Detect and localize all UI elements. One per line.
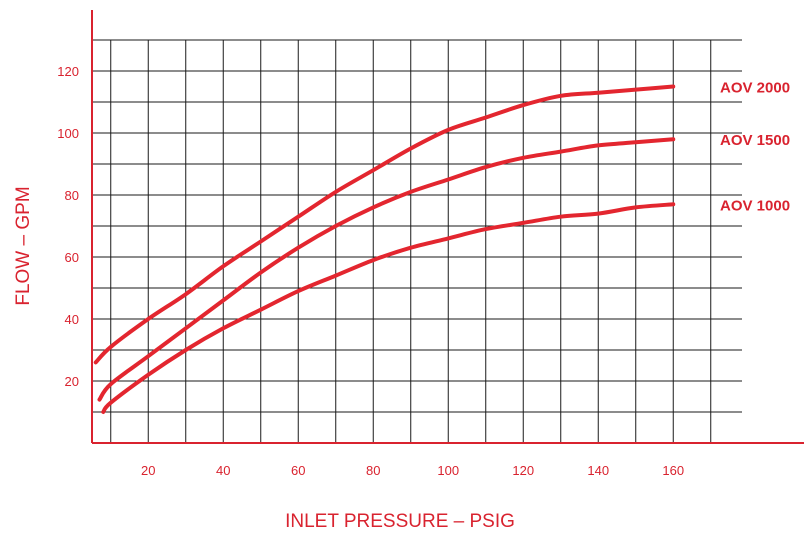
x-axis-title: INLET PRESSURE – PSIG	[285, 511, 515, 532]
x-tick-label: 20	[141, 463, 155, 478]
x-tick-label: 120	[512, 463, 534, 478]
series-label-aov-1500: AOV 1500	[720, 132, 790, 149]
series-line-aov-1000	[101, 202, 676, 414]
x-tick-label: 100	[437, 463, 459, 478]
y-tick-label: 20	[65, 374, 79, 389]
y-tick-label: 80	[65, 188, 79, 203]
tick-labels: 20 40 60 80 100 120 140 160 20 40 60 80 100 120	[57, 64, 684, 478]
series-line-aov-1500	[97, 137, 676, 402]
series-label-aov-2000: AOV 2000	[720, 80, 790, 97]
y-tick-label: 60	[65, 250, 79, 265]
x-tick-label: 80	[366, 463, 380, 478]
y-tick-label: 120	[57, 64, 79, 79]
grid	[92, 39, 742, 444]
y-tick-label: 100	[57, 126, 79, 141]
x-tick-label: 140	[587, 463, 609, 478]
x-tick-label: 40	[216, 463, 230, 478]
y-axis-title: FLOW – GPM	[13, 186, 34, 305]
series-line-aov-2000	[93, 84, 676, 365]
series-label-aov-1000: AOV 1000	[720, 197, 790, 214]
curves	[93, 84, 676, 414]
x-tick-label: 60	[291, 463, 305, 478]
x-tick-label: 160	[662, 463, 684, 478]
series-labels: AOV 2000 AOV 1500 AOV 1000	[720, 80, 790, 215]
y-tick-label: 40	[65, 312, 79, 327]
axes	[91, 10, 804, 444]
